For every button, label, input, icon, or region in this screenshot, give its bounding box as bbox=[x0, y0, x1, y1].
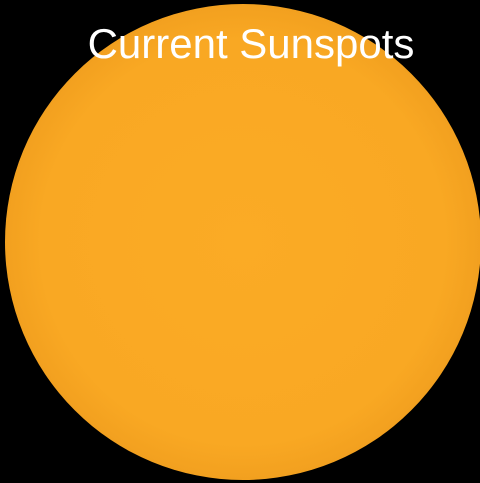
sun-disk bbox=[5, 4, 480, 480]
page: Current Sunspots (() => { const data = J… bbox=[0, 0, 480, 483]
sun-view: Current Sunspots bbox=[0, 0, 480, 483]
title: Current Sunspots bbox=[88, 20, 415, 67]
